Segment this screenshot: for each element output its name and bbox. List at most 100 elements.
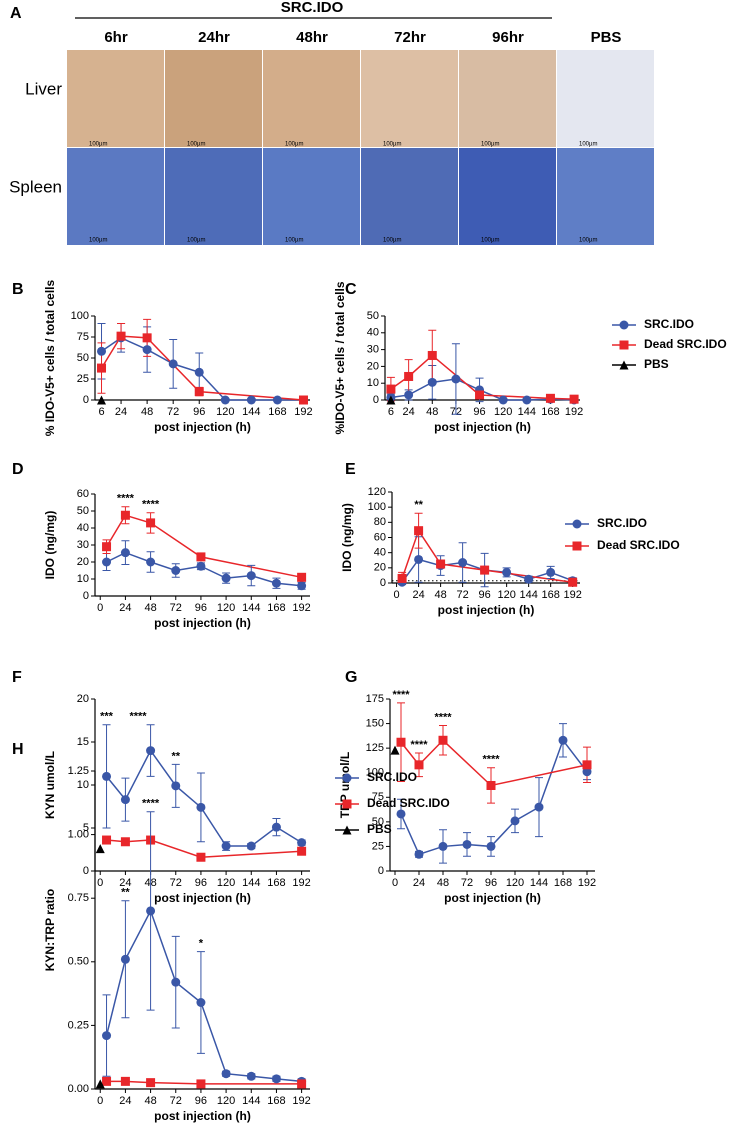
data-point [498,395,508,405]
significance-annotation: **** [117,493,135,505]
y-tick-label: 100 [71,310,89,322]
legend-marker [572,519,582,529]
data-point [194,367,204,377]
tissue-image [459,148,556,245]
x-tick-label: 72 [170,877,182,889]
y-axis-label: IDO (ng/mg) [43,511,57,580]
x-tick-label: 120 [217,1095,235,1107]
x-tick-label: 0 [97,602,103,614]
y-tick-label: 0.75 [68,892,89,904]
x-axis-label: post injection (h) [434,420,531,434]
data-point [404,371,414,381]
data-point [196,998,206,1008]
x-tick-label: 96 [193,406,205,418]
scale-bar-label: 100µm [285,142,303,148]
scale-bar-label: 100µm [579,238,597,244]
x-tick-label: 24 [119,602,131,614]
panel-label: G [345,669,357,686]
significance-annotation: * [199,938,204,950]
x-tick-label: 96 [478,589,490,601]
legend-marker [342,799,352,809]
legend-label: PBS [644,357,669,371]
y-tick-label: 25 [372,840,384,852]
x-tick-label: 96 [195,877,207,889]
legend-label: SRC.IDO [597,516,647,530]
x-tick-label: 24 [119,1095,131,1107]
x-axis-label: post injection (h) [438,603,535,617]
data-point [246,1071,256,1081]
data-point [102,835,112,845]
x-tick-label: 192 [578,877,596,889]
x-tick-label: 144 [530,877,548,889]
legend-label: SRC.IDO [367,770,417,784]
data-point [102,771,112,781]
scale-bar-label: 100µm [383,142,401,148]
y-tick-label: 0 [373,394,379,406]
y-tick-label: 40 [367,327,379,339]
x-tick-label: 168 [554,877,572,889]
y-tick-label: 125 [366,742,384,754]
column-header: 24hr [198,29,230,46]
y-tick-label: 60 [77,488,89,500]
data-point [272,395,282,405]
x-tick-label: 24 [119,877,131,889]
x-tick-label: 0 [97,1095,103,1107]
x-tick-label: 192 [565,406,583,418]
x-tick-label: 192 [292,877,310,889]
y-tick-label: 5 [83,822,89,834]
series-line [105,749,303,847]
data-point [436,559,446,569]
tissue-image [67,50,164,147]
data-point [462,839,472,849]
x-tick-label: 24 [403,406,415,418]
x-tick-label: 144 [242,602,260,614]
column-header: 48hr [296,29,328,46]
y-tick-label: 20 [367,360,379,372]
data-point [534,802,544,812]
row-label: Liver [25,79,62,98]
data-point [120,837,130,847]
column-header: PBS [591,29,622,46]
data-point [196,561,206,571]
data-point [396,809,406,819]
legend-label: PBS [367,822,392,836]
data-point [116,331,126,341]
legend-marker [342,825,352,835]
x-tick-label: 192 [292,1095,310,1107]
data-point [120,548,130,558]
significance-annotation: **** [482,754,500,766]
y-axis-label: IDO (ng/mg) [340,503,354,572]
data-point [414,526,424,536]
data-point [558,735,568,745]
data-point [221,573,231,583]
tissue-image [459,50,556,147]
data-point [246,571,256,581]
y-tick-label: 0 [83,590,89,602]
legend-label: Dead SRC.IDO [597,538,680,552]
significance-annotation: **** [392,689,410,701]
y-tick-label: 50 [77,352,89,364]
x-tick-label: 72 [456,589,468,601]
x-tick-label: 192 [563,589,581,601]
panel-label: H [12,741,24,758]
data-point [568,577,578,587]
data-point [451,374,461,384]
data-point [120,954,130,964]
x-tick-label: 72 [170,602,182,614]
y-tick-label: 15 [77,736,89,748]
column-header: 72hr [394,29,426,46]
data-point [97,395,107,405]
data-point [146,518,156,528]
data-point [582,767,592,777]
data-point [171,977,181,987]
data-point [221,841,231,851]
x-tick-label: 0 [394,589,400,601]
x-tick-label: 168 [267,1095,285,1107]
data-point [386,395,396,405]
data-point [297,838,307,848]
data-point [458,558,468,568]
y-tick-label: 80 [374,516,386,528]
data-point [102,1031,112,1041]
tissue-image [557,148,654,245]
